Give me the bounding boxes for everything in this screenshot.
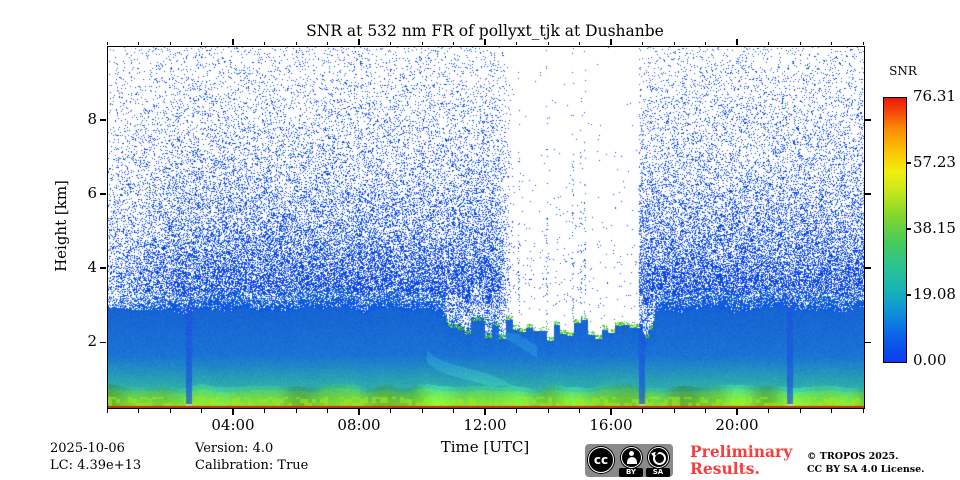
colorbar-tick-label: 57.23 [913, 153, 956, 171]
x-minor-tick [642, 409, 643, 413]
copyright-line1: © TROPOS 2025. [807, 451, 899, 462]
y-major-tick [100, 341, 106, 343]
y-major-tick [100, 119, 106, 121]
x-minor-tick-top [106, 41, 108, 45]
x-tick-label: 20:00 [715, 416, 759, 434]
x-minor-tick [453, 409, 454, 413]
cc-by-sa-badge[interactable]: cc BY SA [585, 444, 673, 477]
x-minor-tick [106, 409, 108, 413]
x-minor-tick-top [705, 41, 706, 45]
x-major-tick [610, 409, 612, 415]
x-minor-tick-top [831, 41, 832, 45]
cc-sa-label: SA [646, 468, 670, 477]
lidar-constant: LC: 4.39e+13 [50, 458, 142, 473]
y-tick-label: 4 [87, 258, 97, 277]
snr-heatmap-canvas [108, 47, 864, 408]
x-major-tick-top [358, 39, 360, 45]
cc-by-label: BY [619, 468, 643, 477]
x-major-tick-top [484, 39, 486, 45]
x-minor-tick-top [799, 41, 801, 45]
x-minor-tick-top [201, 41, 202, 45]
x-tick-label: 08:00 [337, 416, 381, 434]
colorbar-tick [907, 162, 911, 164]
page-title: SNR at 532 nm FR of pollyxt_tjk at Dusha… [306, 22, 664, 40]
x-major-tick-top [736, 39, 738, 45]
x-axis-label: Time [UTC] [440, 438, 530, 456]
x-major-tick-top [610, 39, 612, 45]
x-minor-tick-top [642, 41, 643, 45]
cc-logo-icon: cc [588, 447, 614, 473]
y-major-tick-right [864, 193, 871, 195]
x-minor-tick-top [673, 41, 675, 45]
x-minor-tick [201, 409, 202, 413]
x-minor-tick [579, 409, 580, 413]
colorbar-tick-label: 76.31 [913, 87, 956, 105]
copyright-note: © TROPOS 2025. CC BY SA 4.0 License. [807, 450, 924, 476]
x-minor-tick [673, 409, 675, 413]
x-minor-tick-top [421, 41, 423, 45]
colorbar-tick-label: 19.08 [913, 284, 956, 303]
y-tick-label: 8 [87, 110, 97, 129]
preliminary-line1: Preliminary [690, 442, 793, 461]
x-minor-tick [862, 409, 864, 413]
x-tick-label: 04:00 [211, 416, 255, 434]
y-major-tick-right [864, 119, 871, 121]
plot-area [107, 46, 865, 409]
version-label: Version: 4.0 [195, 441, 274, 456]
y-major-tick-right [864, 267, 871, 269]
y-major-tick [100, 267, 106, 269]
x-minor-tick-top [327, 41, 328, 45]
colorbar [883, 97, 907, 363]
x-major-tick [358, 409, 360, 415]
y-major-tick-right [864, 341, 871, 343]
x-minor-tick-top [547, 41, 549, 45]
x-minor-tick [768, 409, 769, 413]
x-minor-tick-top [516, 41, 517, 45]
copyright-line2: CC BY SA 4.0 License. [807, 464, 925, 475]
x-major-tick-top [232, 39, 234, 45]
x-minor-tick [390, 409, 391, 413]
colorbar-tick-label: 38.15 [913, 219, 956, 238]
x-minor-tick [799, 409, 801, 413]
y-tick-label: 2 [87, 332, 97, 351]
x-minor-tick-top [295, 41, 297, 45]
x-major-tick [736, 409, 738, 415]
x-minor-tick [516, 409, 517, 413]
preliminary-line2: Results. [690, 459, 760, 478]
x-minor-tick [264, 409, 265, 413]
x-minor-tick [831, 409, 832, 413]
x-minor-tick [421, 409, 423, 413]
x-minor-tick-top [390, 41, 391, 45]
date-label: 2025-10-06 [50, 441, 125, 456]
x-major-tick [232, 409, 234, 415]
x-minor-tick-top [579, 41, 580, 45]
cc-sa-icon [648, 447, 669, 468]
x-minor-tick [169, 409, 171, 413]
x-tick-label: 12:00 [463, 416, 507, 434]
x-minor-tick-top [138, 41, 139, 45]
colorbar-title: SNR [889, 64, 917, 78]
x-minor-tick [705, 409, 706, 413]
x-tick-label: 16:00 [589, 416, 633, 434]
x-minor-tick-top [264, 41, 265, 45]
x-minor-tick-top [862, 41, 864, 45]
cc-by-icon [621, 447, 642, 468]
colorbar-tick [907, 228, 911, 230]
colorbar-tick-label: 0.00 [913, 351, 947, 369]
preliminary-note: Preliminary Results. [690, 443, 792, 477]
x-minor-tick [138, 409, 139, 413]
x-minor-tick-top [453, 41, 454, 45]
x-major-tick [484, 409, 486, 415]
calibration-label: Calibration: True [195, 458, 309, 473]
x-minor-tick [295, 409, 297, 413]
x-minor-tick-top [169, 41, 171, 45]
x-minor-tick [327, 409, 328, 413]
y-major-tick [100, 193, 106, 195]
colorbar-tick [907, 294, 911, 296]
x-minor-tick-top [768, 41, 769, 45]
x-minor-tick [547, 409, 549, 413]
y-tick-label: 6 [87, 184, 97, 203]
